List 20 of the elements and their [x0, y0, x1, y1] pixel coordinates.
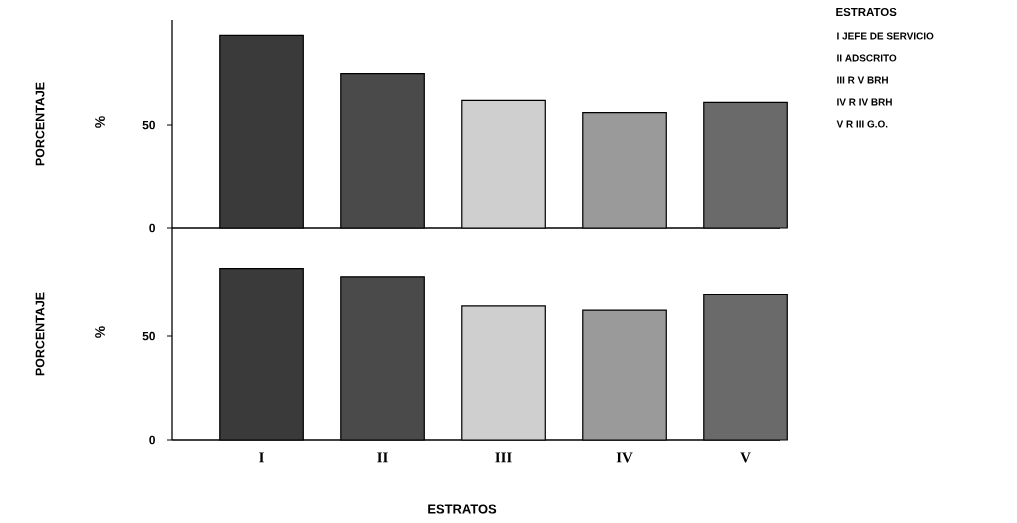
- text: III R V BRH: [837, 76, 888, 84]
- text: %: [95, 116, 105, 128]
- text: ESTRATOS: [836, 7, 897, 17]
- y-tick-label: 50: [142, 331, 155, 341]
- text: II ADSCRITO: [837, 54, 897, 62]
- y-tick-label: 50: [142, 120, 155, 130]
- x-tick-label: V: [740, 452, 751, 463]
- y-tick-label: 0: [149, 435, 155, 445]
- x-tick-label: I: [259, 452, 264, 463]
- y-axis-title: PORCENTAJE: [35, 292, 45, 376]
- y-tick-label: 0: [149, 223, 155, 233]
- text: V R III G.O.: [836, 120, 888, 128]
- x-tick-label: IV: [616, 452, 633, 463]
- text: IV R IV BRH: [837, 98, 892, 106]
- x-axis-title: ESTRATOS: [428, 504, 497, 514]
- x-tick-label: II: [377, 452, 388, 463]
- y-axis-title: PORCENTAJE: [35, 82, 45, 166]
- x-tick-label: III: [495, 452, 512, 463]
- text: %: [95, 326, 105, 338]
- text: I JEFE DE SERVICIO: [837, 32, 934, 40]
